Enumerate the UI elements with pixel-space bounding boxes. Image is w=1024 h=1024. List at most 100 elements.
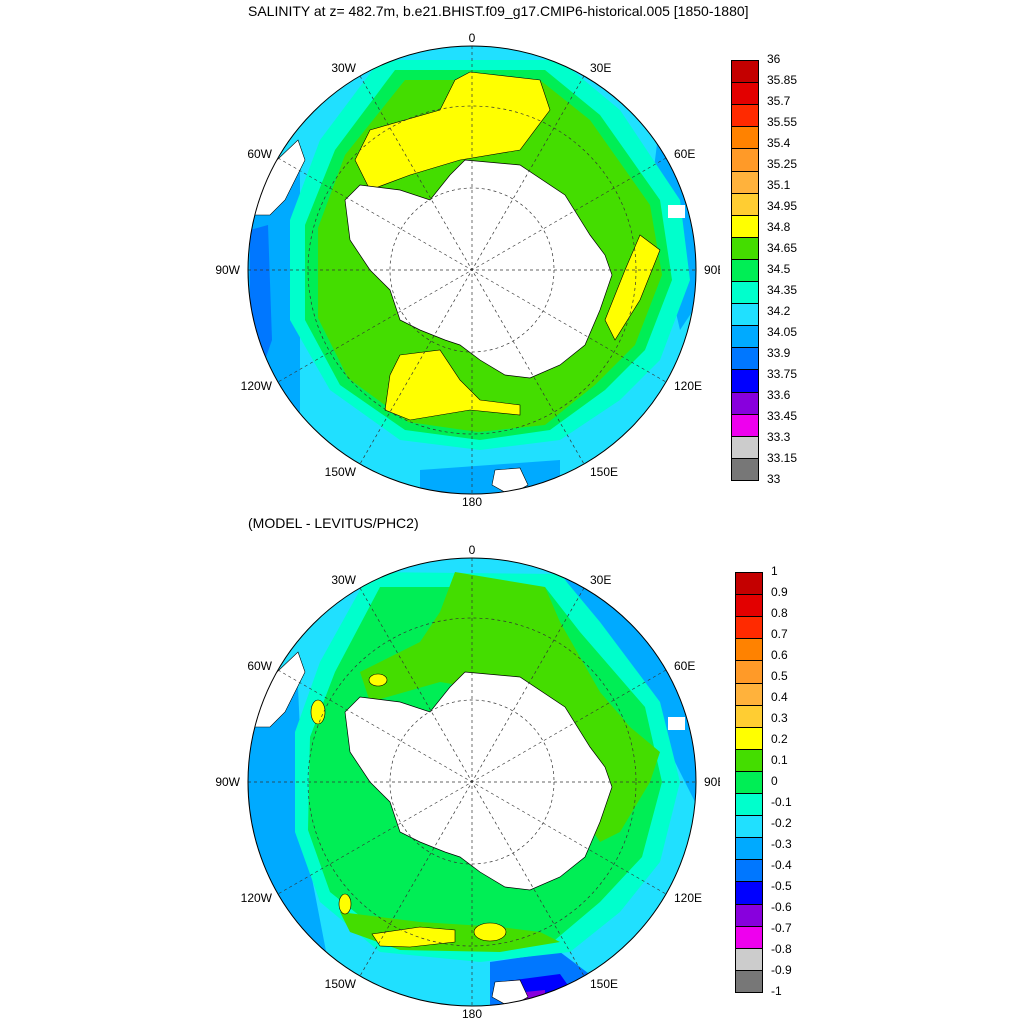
difference-colorbar-label: 0.2 — [771, 732, 788, 746]
difference-colorbar-swatch — [735, 903, 763, 927]
salinity-colorbar-swatch — [731, 258, 759, 283]
difference-colorbar-label: -0.9 — [771, 963, 792, 977]
difference-colorbar-swatch — [735, 704, 763, 728]
difference-colorbar-swatch — [735, 682, 763, 706]
salinity-colorbar-label: 33.45 — [767, 409, 798, 423]
lon-label-0: 0 — [469, 543, 476, 557]
difference-colorbar-label: -0.4 — [771, 858, 792, 872]
lon-label-150e: 150E — [590, 977, 618, 991]
salinity-colorbar-label: 35.25 — [767, 157, 798, 171]
difference-colorbar-swatch — [735, 947, 763, 971]
difference-colorbar-swatch — [735, 660, 763, 684]
difference-colorbar-swatch — [735, 594, 763, 618]
difference-colorbar: 1 0.9 0.8 0.7 0.6 0.5 0.4 0.3 0.2 0.1 0 -0.1 -0.2 -0.… — [735, 564, 835, 998]
lon-label-60w: 60W — [247, 659, 272, 673]
salinity-colorbar-swatch — [731, 457, 759, 481]
salinity-colorbar-swatch — [731, 82, 759, 106]
difference-colorbar-swatch — [735, 616, 763, 640]
lon-label-0: 0 — [469, 31, 476, 45]
salinity-colorbar-label: 33.9 — [767, 346, 791, 360]
salinity-colorbar: 36 35.85 35.7 35.55 35.4 35.25 35.1 34.95 34.8 34… — [731, 52, 831, 486]
salinity-colorbar-label: 34.5 — [767, 262, 791, 276]
lon-label-30e: 30E — [590, 573, 611, 587]
diff-band-0-2-patch-3 — [338, 893, 352, 915]
salinity-colorbar-swatch — [731, 347, 759, 371]
difference-colorbar-label: -0.1 — [771, 795, 792, 809]
difference-colorbar-label: 0.9 — [771, 585, 788, 599]
lon-label-150w: 150W — [325, 465, 357, 479]
salinity-colorbar-swatch — [731, 281, 759, 305]
difference-colorbar-label: -0.6 — [771, 900, 792, 914]
difference-colorbar-label: 0.8 — [771, 606, 788, 620]
difference-colorbar-swatch — [735, 837, 763, 861]
difference-colorbar-label: 0.6 — [771, 648, 788, 662]
difference-colorbar-label: -1 — [771, 984, 782, 998]
difference-colorbar-label: 0.7 — [771, 627, 788, 641]
salinity-colorbar-label: 33 — [767, 472, 781, 486]
difference-colorbar-label: 0.3 — [771, 711, 788, 725]
lon-label-30w: 30W — [331, 61, 356, 75]
diff-band-0-2-patch-4 — [371, 926, 456, 948]
difference-colorbar-label: 0.5 — [771, 669, 788, 683]
difference-colorbar-label: -0.2 — [771, 816, 792, 830]
difference-colorbar-swatch — [735, 793, 763, 817]
difference-colorbar-swatch — [735, 638, 763, 662]
difference-colorbar-label: 1 — [771, 564, 778, 578]
bottom-map-title: (MODEL - LEVITUS/PHC2) — [248, 515, 419, 531]
salinity-colorbar-label: 34.65 — [767, 241, 798, 255]
lon-label-30e: 30E — [590, 61, 611, 75]
salinity-colorbar-swatch — [731, 435, 759, 459]
difference-colorbar-swatch — [735, 881, 763, 905]
lon-label-90w: 90W — [215, 263, 240, 277]
difference-colorbar-label: -0.7 — [771, 921, 792, 935]
difference-colorbar-swatch — [735, 815, 763, 839]
salinity-colorbar-swatch — [731, 104, 759, 128]
top-map-title: SALINITY at z= 482.7m, b.e21.BHIST.f09_g… — [248, 3, 749, 19]
salinity-colorbar-label: 33.6 — [767, 388, 791, 402]
salinity-colorbar-label: 33.15 — [767, 451, 798, 465]
salinity-colorbar-label: 33.75 — [767, 367, 798, 381]
lon-label-30w: 30W — [331, 573, 356, 587]
kerguelen-landmass — [668, 717, 685, 730]
salinity-colorbar-label: 34.35 — [767, 283, 798, 297]
salinity-colorbar-swatch — [731, 60, 759, 84]
difference-colorbar-swatch — [735, 572, 763, 596]
lon-label-60e: 60E — [674, 147, 695, 161]
salinity-colorbar-label: 34.95 — [767, 199, 798, 213]
difference-colorbar-swatch — [735, 770, 763, 795]
salinity-colorbar-swatch — [731, 236, 759, 260]
lon-label-120e: 120E — [674, 379, 702, 393]
difference-colorbar-swatch — [735, 859, 763, 883]
lon-label-90e: 90E — [704, 263, 720, 277]
salinity-colorbar-label: 35.4 — [767, 136, 791, 150]
salinity-colorbar-label: 35.7 — [767, 94, 791, 108]
salinity-polar-map: 0 30E 60E 90E 120E 150E 180 150W 120W 90… — [215, 31, 720, 509]
lon-label-60w: 60W — [247, 147, 272, 161]
diff-band-0-2-patch-2 — [310, 699, 326, 725]
diff-band-0-2-patch-5 — [473, 922, 507, 942]
difference-colorbar-label: 0 — [771, 774, 778, 788]
salinity-band-34-8-south — [384, 349, 521, 421]
salinity-colorbar-swatch — [731, 192, 759, 216]
salinity-colorbar-swatch — [731, 214, 759, 238]
difference-colorbar-label: 0.4 — [771, 690, 788, 704]
kerguelen-landmass — [668, 205, 685, 218]
salinity-colorbar-swatch — [731, 325, 759, 349]
salinity-colorbar-label: 36 — [767, 52, 781, 66]
graticule — [248, 558, 696, 1006]
salinity-colorbar-swatch — [731, 369, 759, 393]
lon-label-180: 180 — [462, 495, 482, 509]
salinity-colorbar-label: 34.05 — [767, 325, 798, 339]
salinity-difference-polar-map: 0 30E 60E 90E 120E 150E 180 150W 120W 90… — [215, 543, 720, 1021]
lon-label-150w: 150W — [325, 977, 357, 991]
salinity-colorbar-swatch — [731, 303, 759, 327]
salinity-colorbar-swatch — [731, 170, 759, 194]
difference-colorbar-label: -0.3 — [771, 837, 792, 851]
salinity-colorbar-label: 33.3 — [767, 430, 791, 444]
diff-band-0-2-patch-1 — [368, 673, 388, 687]
difference-colorbar-swatch — [735, 726, 763, 750]
lon-label-60e: 60E — [674, 659, 695, 673]
salinity-colorbar-label: 35.85 — [767, 73, 798, 87]
map-border — [247, 45, 697, 495]
salinity-band-34-8-north — [354, 71, 551, 191]
